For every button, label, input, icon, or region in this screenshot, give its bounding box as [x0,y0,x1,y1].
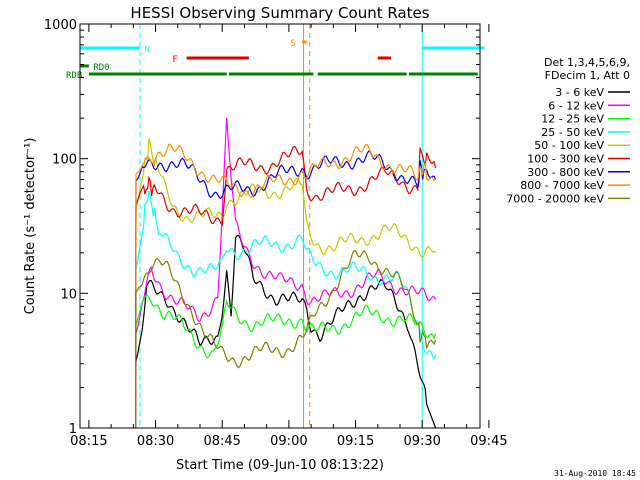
x-tick-label-2: 08:45 [203,434,240,449]
legend-entry-4: 50 - 100 keV [534,139,604,152]
y-axis-ticks: 1 10 100 1000 [44,18,480,437]
x-tick-label-1: 08:30 [137,434,174,449]
legend: Det 1,3,4,5,6,9,FDecim 1, Att 0 3 - 6 keV… [506,56,630,205]
legend-entry-1: 6 - 12 keV [548,99,604,112]
flag-label-rdb: RDB [66,71,82,81]
legend-header-0: Det 1,3,4,5,6,9, [544,56,630,69]
legend-entry-2: 12 - 25 keV [541,113,604,126]
x-tick-label-4: 09:15 [337,434,374,449]
x-tick-label-3: 09:00 [270,434,307,449]
y-tick-label-0: 1 [69,422,77,437]
series-line-100-300-kev [135,145,437,428]
series-line-300-800-kev [135,150,437,428]
series-line-7000-20000-kev [135,249,437,428]
series-line-25-50-kev [135,191,437,428]
legend-header-1: FDecim 1, Att 0 [545,69,630,82]
y-tick-label-2: 100 [52,153,77,168]
legend-entry-3: 25 - 50 keV [541,126,604,139]
series-line-6-12-kev [135,117,437,428]
timestamp: 31-Aug-2010 18:45 [554,469,636,478]
flag-bars: N F S RD0 RDB [66,39,485,81]
series-line-800-7000-kev [135,143,437,428]
x-tick-label-5: 09:30 [403,434,440,449]
data-series [135,117,437,428]
legend-entry-7: 800 - 7000 keV [520,179,604,192]
legend-entry-0: 3 - 6 keV [555,86,604,99]
y-tick-label-1: 10 [60,287,77,302]
series-line-12-25-kev [135,294,437,428]
time-markers [139,24,423,428]
flag-label-n: N [144,45,149,55]
x-tick-label-6: 09:45 [470,434,507,449]
y-axis-label: Count Rate (s⁻¹ detector⁻¹) [23,138,38,315]
chart-title: HESSI Observing Summary Count Rates [130,4,429,22]
legend-entry-8: 7000 - 20000 keV [506,192,604,205]
y-tick-label-3: 1000 [44,18,77,33]
series-line-3-6-kev [135,234,437,428]
flag-label-rd0: RD0 [93,63,109,73]
series-line-50-100-kev [135,138,437,428]
flag-label-s: S [290,39,295,49]
x-tick-label-0: 08:15 [70,434,107,449]
flag-label-f: F [172,55,177,65]
x-axis-label: Start Time (09-Jun-10 08:13:22) [176,458,384,473]
plot-frame [79,23,481,429]
x-axis-ticks: 08:15 08:30 08:45 09:00 09:15 09:30 09:45 [70,24,508,449]
legend-entry-6: 300 - 800 keV [527,166,604,179]
legend-entry-5: 100 - 300 keV [527,153,604,166]
